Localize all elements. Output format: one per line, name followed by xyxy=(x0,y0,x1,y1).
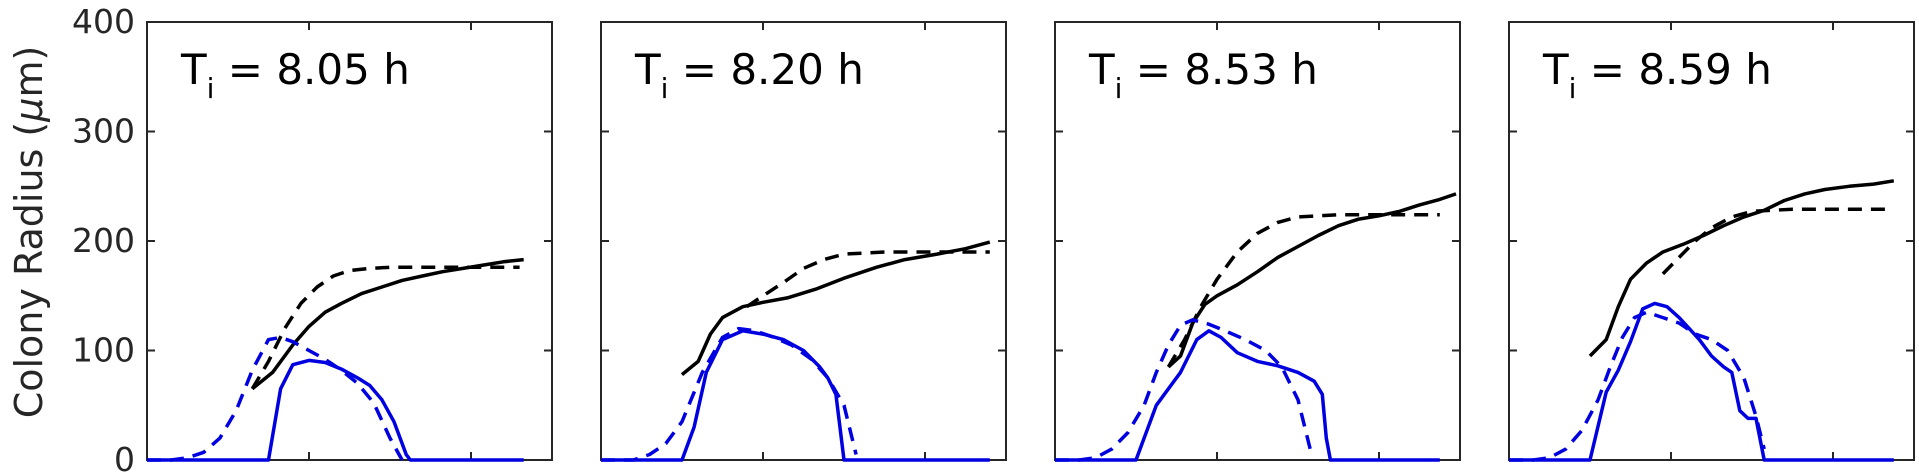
panel-1: 0 100 200 300 400 Ti = 8.05 h xyxy=(72,2,553,475)
y-axis-label-unit: m) xyxy=(7,46,51,98)
panel-4: Ti = 8.59 h xyxy=(1508,21,1915,462)
series-line-3 xyxy=(601,329,990,462)
panel-2: Ti = 8.20 h xyxy=(600,21,1007,462)
y-tick-label: 0 xyxy=(114,440,135,475)
panel-title-value: = 8.05 h xyxy=(214,45,409,94)
series-line-3 xyxy=(1509,301,1894,462)
panel-title-main: T xyxy=(180,45,207,94)
series-line-2 xyxy=(1661,207,1894,276)
y-axis-label: Colony Radius (μm) xyxy=(7,46,51,419)
panel-title-value: = 8.53 h xyxy=(1122,45,1317,94)
series-line-4 xyxy=(1509,310,1766,462)
panel-title: Ti = 8.20 h xyxy=(634,45,864,105)
series-line-1 xyxy=(251,257,524,391)
y-tick-label: 300 xyxy=(72,112,135,151)
panel-title-subscript: i xyxy=(1569,72,1577,105)
panel-title-main: T xyxy=(1542,45,1569,94)
series-line-4 xyxy=(601,326,858,462)
series-line-3 xyxy=(147,358,524,462)
y-tick-label: 100 xyxy=(72,331,135,370)
panel-title-value: = 8.20 h xyxy=(668,45,863,94)
panel-3: Ti = 8.53 h xyxy=(1054,21,1461,462)
series-line-1 xyxy=(680,240,991,376)
panel-title: Ti = 8.53 h xyxy=(1088,45,1318,105)
panel-title-main: T xyxy=(1088,45,1115,94)
series-line-4 xyxy=(1055,318,1312,462)
series-line-2 xyxy=(745,250,990,309)
panel-title-subscript: i xyxy=(1115,72,1123,105)
panel-title-subscript: i xyxy=(661,72,669,105)
series-line-1 xyxy=(1588,179,1895,358)
series-line-4 xyxy=(147,335,404,462)
y-axis-label-text: Colony Radius ( xyxy=(7,122,51,419)
series-line-3 xyxy=(1055,329,1440,462)
y-axis-label-mu: μ xyxy=(7,98,51,123)
series-line-1 xyxy=(1167,192,1457,369)
y-tick-label: 200 xyxy=(72,221,135,260)
panel-title: Ti = 8.05 h xyxy=(180,45,410,105)
panel-title-subscript: i xyxy=(207,72,215,105)
series-line-2 xyxy=(250,265,520,390)
panel-title-value: = 8.59 h xyxy=(1576,45,1771,94)
panel-title: Ti = 8.59 h xyxy=(1542,45,1772,105)
panel-title-main: T xyxy=(634,45,661,94)
y-tick-label: 400 xyxy=(72,2,135,41)
series-line-2 xyxy=(1166,212,1440,368)
